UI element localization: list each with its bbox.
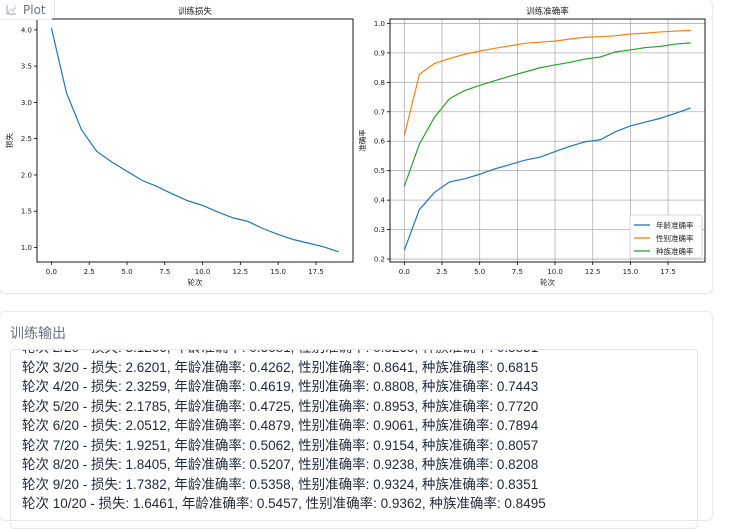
x-tick-label: 15.0 — [270, 268, 286, 276]
y-tick-label: 0.6 — [374, 138, 386, 146]
x-tick-label: 17.5 — [308, 268, 324, 276]
x-tick-label: 10.0 — [195, 268, 211, 276]
output-lines: 轮次 2/20 - 损失: 3.1266, 年龄准确率: 0.3681, 性别准… — [22, 350, 546, 514]
x-axis-label: 轮次 — [188, 277, 203, 287]
series-line-0 — [403, 107, 691, 251]
chart-icon — [6, 5, 17, 15]
series-line-0 — [50, 27, 339, 253]
x-tick-label: 0.0 — [46, 268, 57, 276]
legend-label: 年龄准确率 — [656, 220, 694, 230]
legend-label: 种族准确率 — [656, 246, 694, 256]
y-tick-label: 3.0 — [21, 99, 32, 107]
y-tick-label: 0.7 — [374, 108, 385, 116]
y-tick-label: 0.9 — [374, 49, 385, 57]
plot-label: Plot — [0, 0, 55, 20]
y-axis-label: 损失 — [4, 133, 14, 148]
x-tick-label: 12.5 — [233, 268, 249, 276]
y-tick-label: 0.8 — [374, 79, 385, 87]
series-line-1 — [403, 29, 691, 136]
y-tick-label: 0.4 — [374, 197, 386, 205]
x-axis-label: 轮次 — [540, 277, 555, 287]
axes-frame — [389, 18, 706, 263]
y-tick-label: 0.2 — [374, 256, 385, 264]
y-tick-label: 0.5 — [374, 167, 385, 175]
output-line: 轮次 4/20 - 损失: 2.3259, 年龄准确率: 0.4619, 性别准… — [22, 379, 539, 394]
x-tick-label: 5.0 — [474, 268, 485, 276]
output-line: 轮次 5/20 - 损失: 2.1785, 年龄准确率: 0.4725, 性别准… — [22, 398, 539, 414]
y-tick-label: 1.0 — [21, 244, 32, 252]
axes-frame — [36, 18, 354, 263]
output-textbox[interactable]: 轮次 2/20 - 损失: 3.1266, 年龄准确率: 0.3681, 性别准… — [10, 349, 698, 529]
y-axis-label: 准确率 — [357, 129, 367, 152]
output-line: 轮次 6/20 - 损失: 2.0512, 年龄准确率: 0.4879, 性别准… — [22, 418, 539, 433]
x-tick-label: 15.0 — [623, 268, 639, 276]
y-tick-label: 0.3 — [374, 226, 385, 234]
x-tick-label: 0.0 — [399, 268, 410, 276]
x-tick-label: 2.5 — [84, 268, 95, 276]
y-tick-label: 3.5 — [21, 63, 32, 71]
x-tick-label: 5.0 — [121, 268, 132, 276]
output-line: 轮次 3/20 - 损失: 2.6201, 年龄准确率: 0.4262, 性别准… — [22, 359, 539, 375]
chart-title: 训练准确率 — [526, 6, 569, 17]
y-tick-label: 1.5 — [21, 208, 32, 216]
y-tick-label: 1.0 — [374, 20, 385, 28]
series-line-2 — [403, 42, 691, 187]
output-line: 轮次 10/20 - 损失: 1.6461, 年龄准确率: 0.5457, 性别… — [22, 496, 546, 511]
output-line: 轮次 2/20 - 损失: 3.1266, 年龄准确率: 0.3681, 性别准… — [22, 350, 546, 358]
output-line: 轮次 8/20 - 损失: 1.8405, 年龄准确率: 0.5207, 性别准… — [22, 457, 539, 472]
x-tick-label: 12.5 — [585, 268, 601, 276]
plot-label-text: Plot — [23, 2, 46, 17]
output-panel: 训练输出 轮次 2/20 - 损失: 3.1266, 年龄准确率: 0.3681… — [0, 311, 713, 529]
x-tick-label: 7.5 — [512, 268, 523, 276]
x-tick-label: 10.0 — [547, 268, 563, 276]
y-tick-label: 4.0 — [21, 26, 32, 34]
legend-label: 性别准确率 — [656, 233, 694, 243]
output-line: 轮次 7/20 - 损失: 1.9251, 年龄准确率: 0.5062, 性别准… — [22, 437, 539, 453]
x-tick-label: 17.5 — [660, 268, 676, 276]
chart-title: 训练损失 — [178, 6, 213, 17]
x-tick-label: 2.5 — [436, 268, 447, 276]
legend-box — [629, 214, 703, 259]
plot-panel: Plot 训练损失轮次 损失 0.0 2.5 5.0 7.5 10.0 12.5 15.0 17.… — [0, 0, 713, 294]
output-label: 训练输出 — [10, 326, 66, 342]
x-tick-label: 7.5 — [159, 268, 170, 276]
output-line: 轮次 9/20 - 损失: 1.7382, 年龄准确率: 0.5358, 性别准… — [22, 476, 539, 492]
y-tick-label: 2.0 — [21, 171, 32, 179]
y-tick-label: 2.5 — [21, 135, 32, 143]
